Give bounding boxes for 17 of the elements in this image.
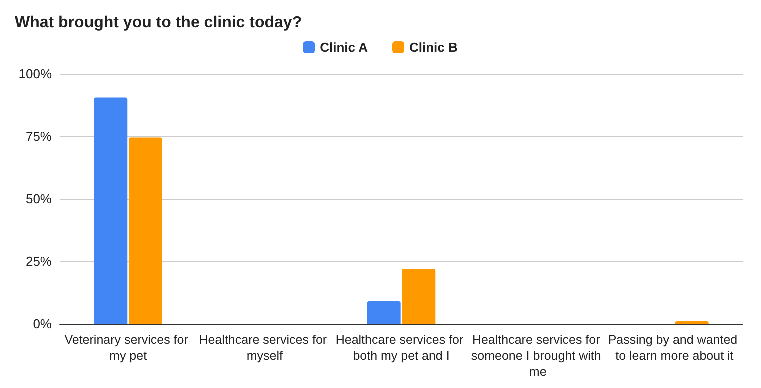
y-tick-label: 25% bbox=[26, 254, 52, 269]
y-tick-label: 100% bbox=[18, 66, 52, 82]
bar bbox=[94, 98, 128, 324]
x-tick-label: Healthcare services for myself bbox=[199, 333, 331, 363]
x-tick-label: Healthcare services for someone I brought with me bbox=[471, 333, 605, 379]
y-tick-label: 0% bbox=[33, 316, 52, 332]
bar bbox=[402, 269, 436, 324]
x-tick-label: Veterinary services for my pet bbox=[64, 333, 192, 363]
chart-title: What brought you to the clinic today? bbox=[15, 14, 302, 32]
y-tick-label: 75% bbox=[26, 129, 52, 144]
x-tick-label: Healthcare services for both my pet and I bbox=[336, 333, 468, 363]
bar bbox=[367, 302, 401, 324]
legend-label: Clinic B bbox=[410, 40, 458, 55]
x-tick-label: Passing by and wanted to learn more about it bbox=[608, 333, 742, 363]
y-tick-label: 50% bbox=[26, 192, 52, 206]
bar bbox=[128, 138, 162, 324]
legend-label: Clinic A bbox=[320, 40, 369, 55]
